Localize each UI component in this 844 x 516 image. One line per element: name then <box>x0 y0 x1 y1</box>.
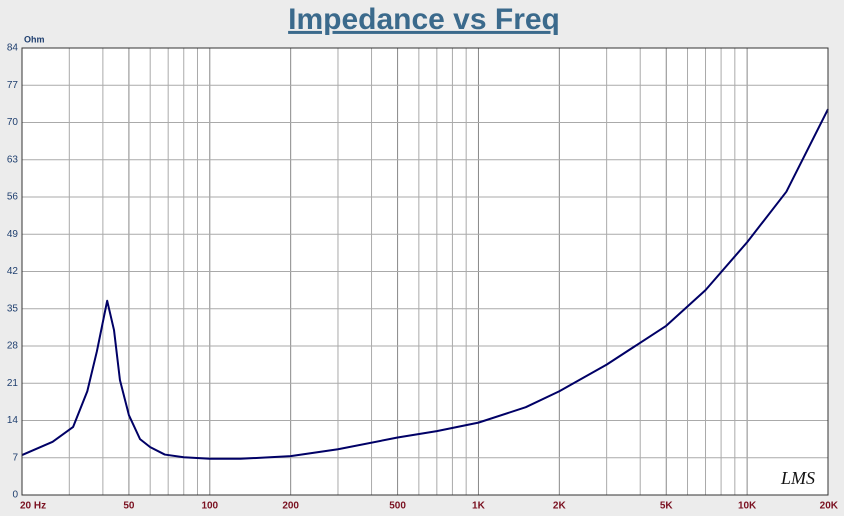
x-tick-label: 10K <box>738 501 757 512</box>
y-tick-label: 35 <box>7 303 19 314</box>
impedance-line <box>21 108 829 460</box>
x-tick-label: 5K <box>660 501 674 512</box>
y-tick-label: 7 <box>12 452 18 463</box>
y-tick-label: 77 <box>7 80 19 91</box>
y-tick-label: 42 <box>7 266 19 277</box>
x-tick-label: 20 Hz <box>20 501 46 512</box>
plot-border <box>21 47 829 496</box>
y-tick-label: 21 <box>7 378 19 389</box>
x-tick-label: 1K <box>472 501 486 512</box>
y-tick-label: 14 <box>7 415 19 426</box>
y-unit: Ohm <box>24 34 45 44</box>
x-tick-label: 500 <box>389 501 406 512</box>
x-tick-label: 2K <box>553 501 567 512</box>
x-tick-label: 50 <box>123 501 135 512</box>
y-tick-label: 0 <box>12 490 18 501</box>
y-tick-label: 56 <box>7 192 19 203</box>
x-tick-label: 20K <box>820 501 839 512</box>
y-tick-label: 49 <box>7 229 19 240</box>
y-tick-label: 84 <box>7 43 19 54</box>
y-tick-label: 28 <box>7 341 19 352</box>
y-tick-label: 70 <box>7 117 19 128</box>
annotation: LMS <box>780 468 815 488</box>
x-tick-label: 100 <box>201 501 218 512</box>
y-tick-label: 63 <box>7 154 19 165</box>
chart-title: Impedance vs Freq <box>288 3 560 36</box>
x-tick-label: 200 <box>282 501 299 512</box>
